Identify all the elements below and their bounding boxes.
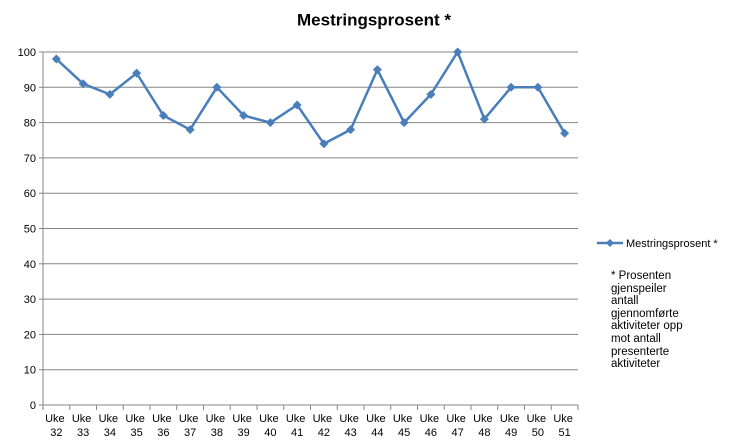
x-tick-label: Uke 39 [232,413,255,439]
x-tick-label: Uke 40 [259,413,282,439]
x-tick-label: Uke 43 [339,413,362,439]
x-tick-label: Uke 49 [500,413,523,439]
data-point [185,125,195,135]
y-tick-label: 60 [24,188,36,200]
data-point [426,89,436,99]
data-point [132,68,142,78]
data-point [506,82,516,92]
x-tick-label: Uke 42 [313,413,336,439]
x-tick-label: Uke 32 [45,413,68,439]
data-point [212,82,222,92]
data-point [239,111,249,121]
x-tick-label: Uke 34 [99,413,122,439]
x-tick-label: Uke 48 [473,413,496,439]
x-tick-label: Uke 51 [553,413,576,439]
y-tick-label: 70 [24,153,36,165]
x-tick-label: Uke 38 [206,413,229,439]
data-point [560,128,570,138]
y-tick-label: 30 [24,294,36,306]
x-tick-label: Uke 41 [286,413,309,439]
legend-label: Mestringsprosent * [626,238,718,250]
data-point [346,125,356,135]
data-point [158,111,168,121]
y-tick-label: 100 [18,47,36,59]
y-tick-label: 40 [24,259,36,271]
y-tick-label: 0 [30,400,36,412]
y-tick-label: 50 [24,224,36,236]
data-point [453,47,463,57]
x-tick-label: Uke 47 [446,413,469,439]
legend-marker [606,239,614,247]
y-tick-label: 20 [24,329,36,341]
x-tick-label: Uke 37 [179,413,202,439]
data-point [265,118,275,128]
series-line [55,49,566,146]
x-tick-label: Uke 35 [125,413,148,439]
data-point [319,139,329,149]
data-point [292,100,302,110]
x-tick-label: Uke 50 [527,413,550,439]
data-point [533,82,543,92]
data-point [105,89,115,99]
chart-title: Mestringsprosent * [297,10,451,29]
data-point [78,79,88,89]
data-point [399,118,409,128]
data-point [372,65,382,75]
annotation: * Prosenten gjenspeiler antall gjennomfø… [611,270,683,371]
data-point [479,114,489,124]
x-tick-label: Uke 36 [152,413,175,439]
data-point [51,54,61,64]
x-tick-label: Uke 44 [366,413,389,439]
x-tick-label: Uke 46 [420,413,443,439]
y-tick-label: 10 [24,365,36,377]
y-tick-label: 90 [24,82,36,94]
x-tick-label: Uke 45 [393,413,416,439]
y-tick-label: 80 [24,118,36,130]
x-tick-label: Uke 33 [72,413,95,439]
